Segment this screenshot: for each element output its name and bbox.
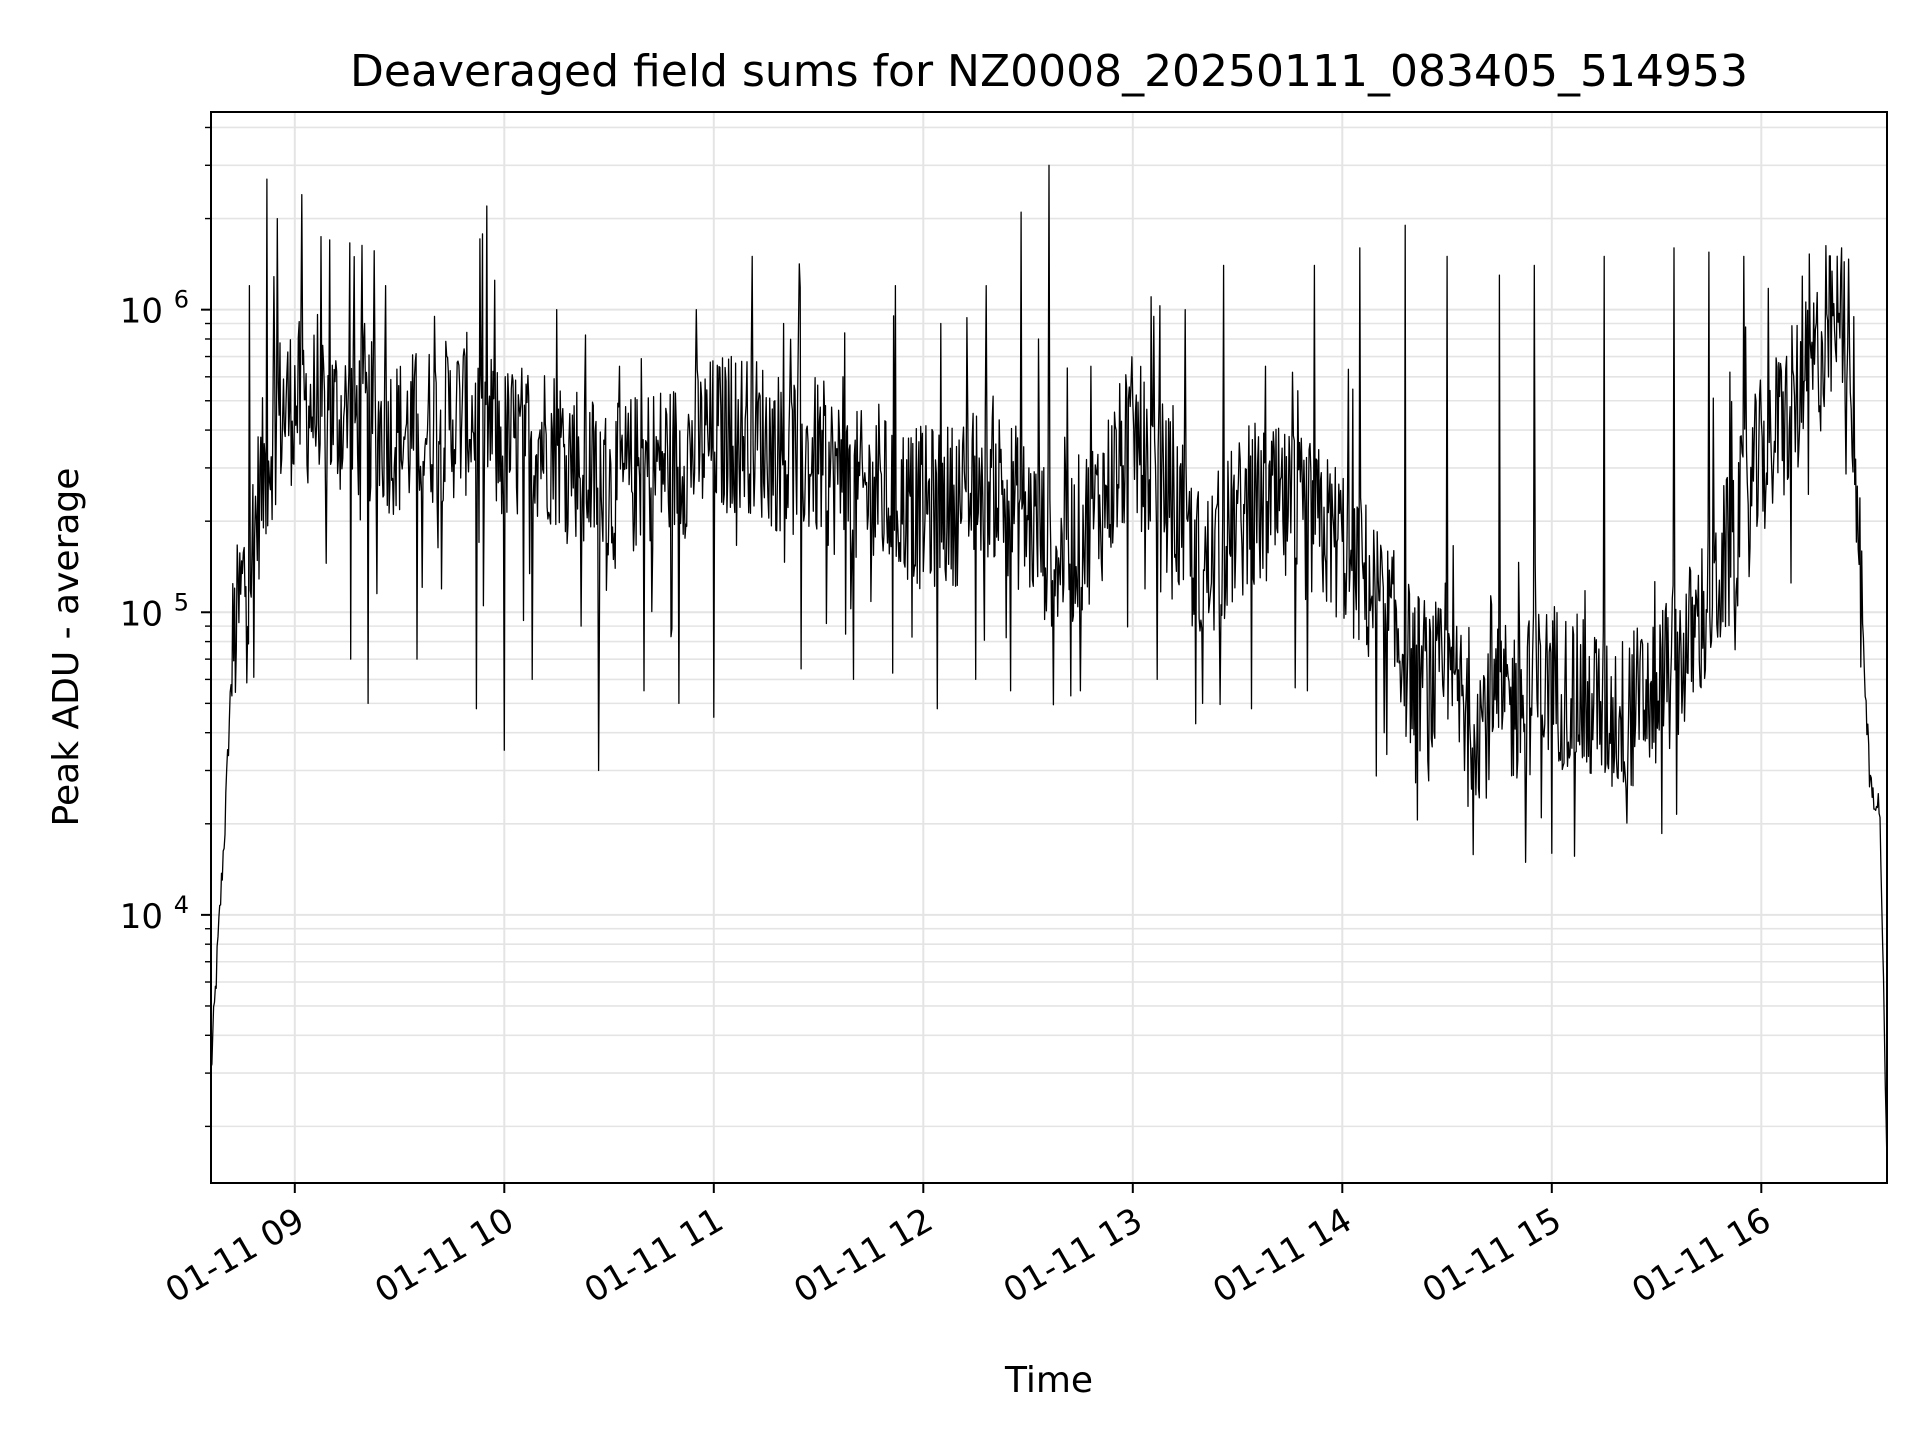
series-layer <box>210 164 1888 1167</box>
x-axis-label: Time <box>1004 1360 1093 1401</box>
y-tick-label: 10 <box>120 594 163 634</box>
plot-frame <box>210 111 1888 1184</box>
y-tick-label: 10 <box>120 897 163 937</box>
y-tick-label-exponent: 6 <box>174 286 189 314</box>
chart-title: Deaveraged field sums for NZ0008_2025011… <box>350 46 1748 97</box>
y-axis-label: Peak ADU - average <box>46 468 87 827</box>
y-tick-label: 10 <box>120 292 163 332</box>
y-tick-label-exponent: 5 <box>174 588 189 616</box>
y-tick-label-exponent: 4 <box>174 891 189 919</box>
series-line <box>210 164 1888 1167</box>
